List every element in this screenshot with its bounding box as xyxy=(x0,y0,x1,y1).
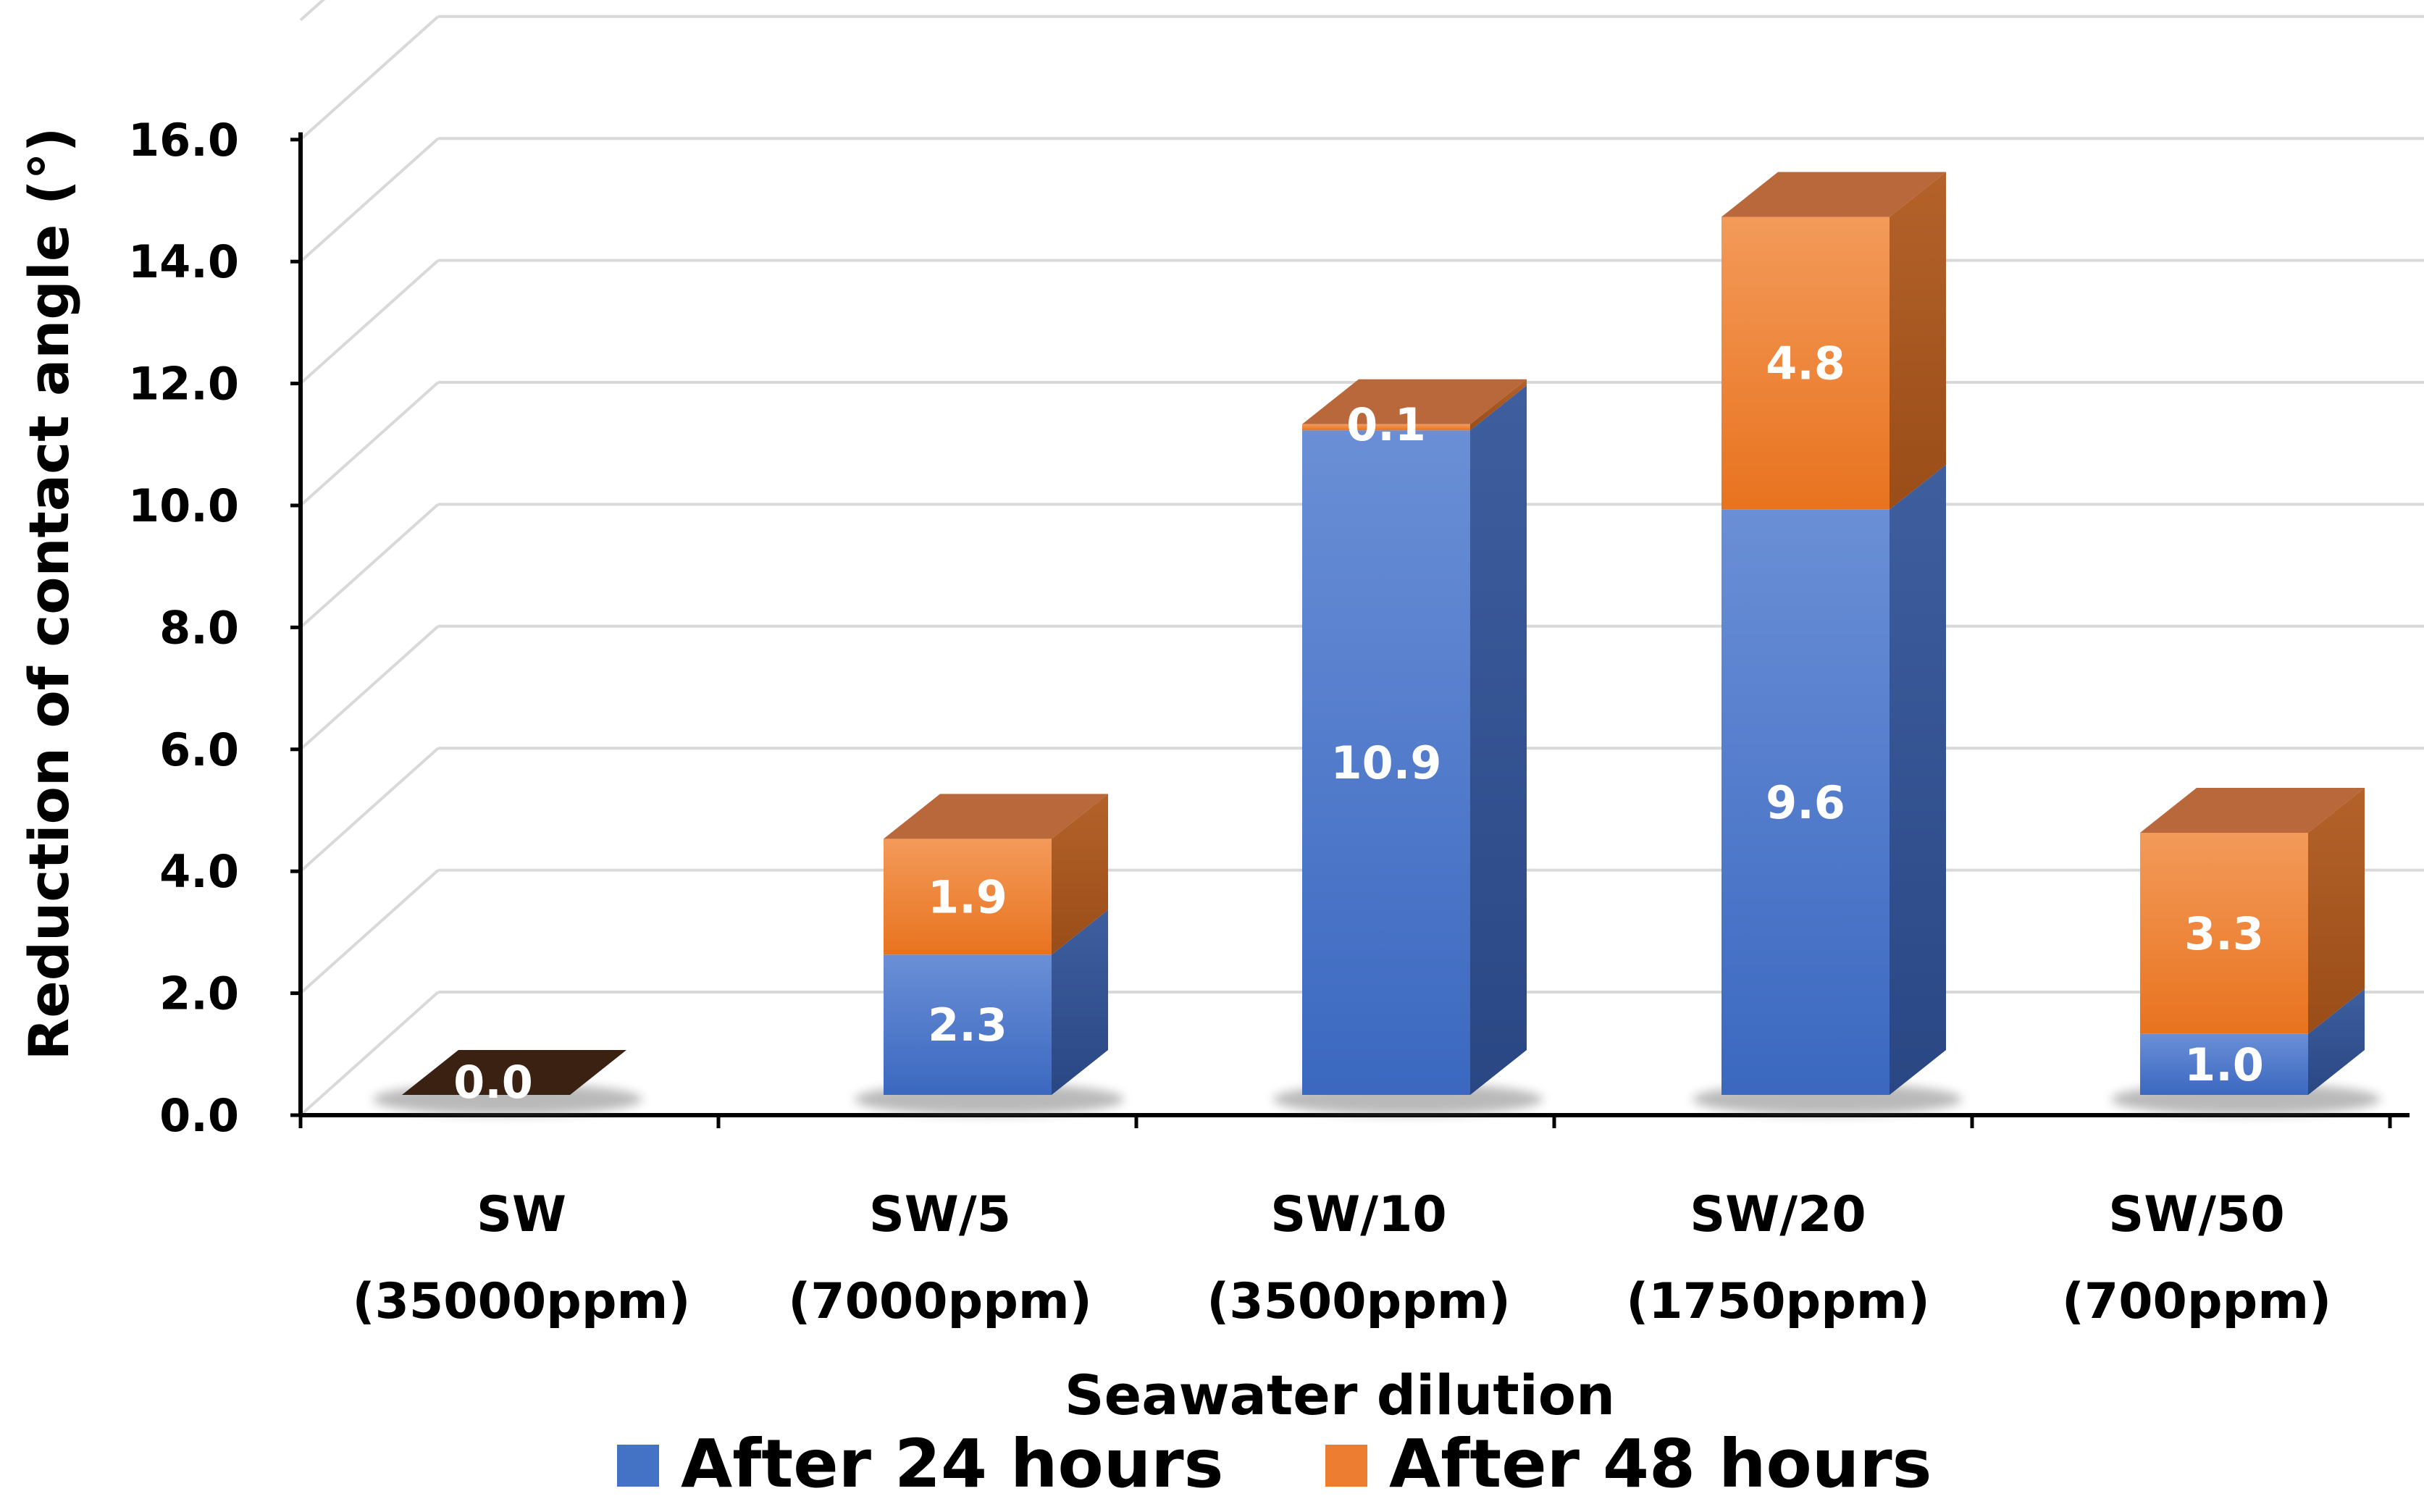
bar-group xyxy=(1693,172,1962,1115)
x-tick-label: (35000ppm) xyxy=(353,1273,691,1330)
bar-side xyxy=(1470,379,1527,431)
gridline-depth xyxy=(299,381,440,507)
bar-top xyxy=(1721,172,1946,217)
bar-segment-after-24-hours xyxy=(884,954,1052,1095)
y-tick-label: 14.0 xyxy=(128,235,239,288)
y-tick-label: 8.0 xyxy=(159,601,239,654)
y-tick-label: 10.0 xyxy=(128,479,239,532)
bar-segment-after-48-hours xyxy=(1721,217,1890,510)
bar-side xyxy=(1890,464,1946,1095)
x-tick-label: (700ppm) xyxy=(2062,1273,2331,1330)
data-label: 10.9 xyxy=(1331,736,1442,789)
bar-top xyxy=(2140,787,2365,833)
gridline-depth xyxy=(299,15,440,141)
y-tick-labels: 0.0 2.0 4.0 6.0 8.0 10.0 12.0 14.0 16.0 xyxy=(128,114,301,1142)
bar-segment-after-24-hours xyxy=(1721,509,1890,1095)
y-tick-label: 0.0 xyxy=(159,1089,239,1142)
gridline-depth xyxy=(299,0,326,22)
x-axis-title: Seawater dilution xyxy=(1065,1363,1615,1427)
bar-side xyxy=(1052,794,1108,955)
y-tick-label: 6.0 xyxy=(159,723,239,776)
gridline-depth xyxy=(299,625,440,751)
bar-side xyxy=(2308,988,2365,1095)
y-axis-title: Reduction of contact angle (°) xyxy=(17,127,81,1061)
x-tick-label: (7000ppm) xyxy=(788,1273,1092,1330)
x-tick-label: (3500ppm) xyxy=(1207,1273,1511,1330)
data-label: 9.6 xyxy=(1766,776,1845,829)
bar-side xyxy=(1470,385,1527,1095)
chart-axes xyxy=(298,132,2410,1128)
bar-group xyxy=(855,794,1124,1115)
bar-group xyxy=(373,1050,642,1115)
legend-label-after-24-hours: After 24 hours xyxy=(681,1425,1223,1503)
gridline-depth xyxy=(299,991,440,1117)
y-tick-label: 2.0 xyxy=(159,967,239,1020)
x-tick-label: SW/5 xyxy=(869,1186,1011,1243)
y-tick-label: 16.0 xyxy=(128,114,239,167)
x-tick-label: SW/20 xyxy=(1690,1186,1866,1243)
y-tick-label: 4.0 xyxy=(159,845,239,898)
data-labels: 0.0 2.3 1.9 10.9 0.1 9.6 4.8 1.0 3.3 xyxy=(453,337,2264,1109)
bar-group xyxy=(2111,787,2381,1115)
legend-swatch-after-48-hours xyxy=(1325,1445,1367,1487)
data-label: 1.0 xyxy=(2184,1038,2264,1091)
bar-segment-top xyxy=(402,1050,626,1095)
bar-side xyxy=(1890,172,1946,510)
data-label: 1.9 xyxy=(928,870,1007,923)
bar-group xyxy=(1273,379,1543,1115)
bar-segment-after-24-hours xyxy=(1302,430,1470,1095)
legend-swatch-after-24-hours xyxy=(617,1445,659,1487)
bar-side xyxy=(2308,787,2365,1034)
data-label: 3.3 xyxy=(2184,907,2264,960)
gridline-depth xyxy=(299,137,440,263)
x-tick-label: (1750ppm) xyxy=(1626,1273,1930,1330)
bar-segment-after-48-hours xyxy=(1302,424,1470,431)
bar-segment-after-48-hours xyxy=(884,839,1052,955)
gridline-depth xyxy=(299,869,440,995)
legend: After 24 hours After 48 hours xyxy=(617,1425,1932,1503)
y-tick-label: 12.0 xyxy=(128,358,239,411)
bar-segment-after-48-hours xyxy=(2140,832,2308,1034)
bar-columns xyxy=(373,172,2381,1115)
x-tick-label: SW/10 xyxy=(1270,1186,1446,1243)
data-label: 2.3 xyxy=(928,999,1007,1051)
data-label: 4.8 xyxy=(1766,337,1845,390)
bar-top xyxy=(884,794,1108,839)
bar-segment-after-24-hours xyxy=(2140,1033,2308,1095)
gridline-depth xyxy=(299,259,440,385)
gridline-depth xyxy=(299,503,440,629)
bar-side xyxy=(1052,910,1108,1095)
x-tick-label: SW/50 xyxy=(2108,1186,2284,1243)
legend-label-after-48-hours: After 48 hours xyxy=(1389,1425,1932,1503)
bar-top xyxy=(1302,379,1527,424)
gridline-depth xyxy=(299,747,440,873)
data-label: 0.0 xyxy=(453,1056,533,1109)
x-tick-label: SW xyxy=(477,1186,566,1243)
data-label: 0.1 xyxy=(1346,398,1426,451)
x-tick-labels: SW (35000ppm) SW/5 (7000ppm) SW/10 (3500ppm) S… xyxy=(353,1186,2332,1330)
